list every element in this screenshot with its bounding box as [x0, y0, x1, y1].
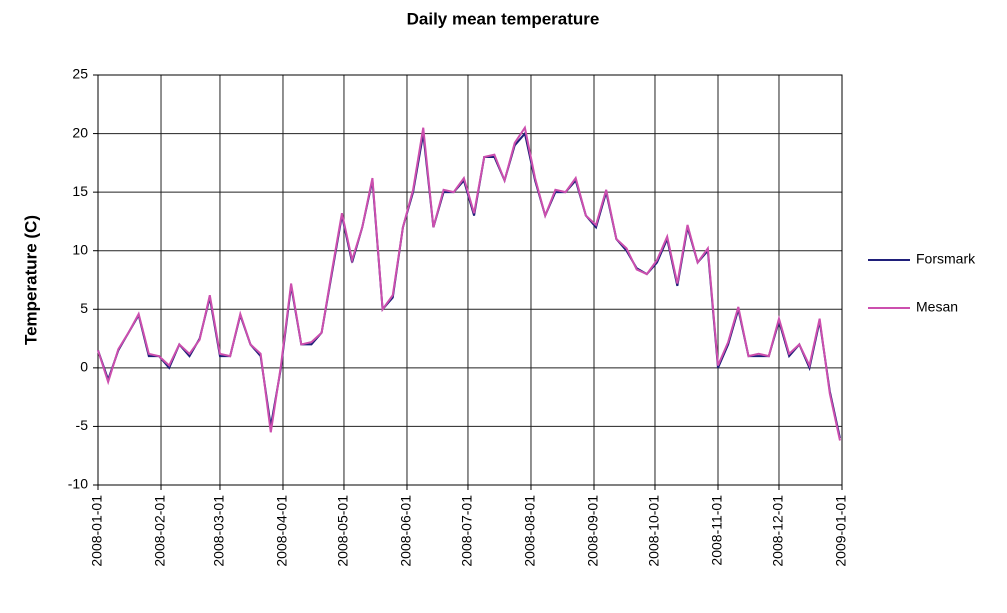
y-axis-label: Temperature (C)	[21, 215, 40, 345]
y-tick-label: 10	[72, 241, 88, 257]
x-tick-label: 2008-12-01	[770, 495, 786, 567]
legend-label: Forsmark	[916, 251, 976, 267]
plot-frame	[97, 74, 843, 486]
x-tick-label: 2008-01-01	[89, 495, 105, 567]
x-tick-label: 2008-11-01	[709, 495, 725, 566]
y-tick-label: 25	[72, 66, 88, 82]
x-tick-label: 2008-10-01	[646, 495, 662, 567]
series-line	[97, 131, 841, 439]
y-tick-label: 0	[80, 359, 88, 375]
y-tick-label: -5	[76, 417, 89, 433]
x-tick-label: 2008-04-01	[274, 495, 290, 567]
y-tick-label: 20	[72, 124, 88, 140]
y-tick-label: 5	[80, 300, 88, 316]
chart-title: Daily mean temperature	[407, 9, 600, 28]
x-tick-label: 2008-08-01	[522, 495, 538, 567]
x-tick-label: 2008-05-01	[335, 495, 351, 567]
x-tick-label: 2008-06-01	[398, 495, 414, 567]
series-line	[97, 125, 841, 441]
y-tick-label: 15	[72, 183, 88, 199]
x-tick-label: 2009-01-01	[833, 495, 849, 567]
x-tick-label: 2008-02-01	[152, 495, 168, 567]
x-tick-label: 2008-03-01	[211, 495, 227, 567]
y-tick-label: -10	[68, 476, 88, 492]
legend-label: Mesan	[916, 299, 958, 315]
x-tick-label: 2008-09-01	[585, 495, 601, 567]
x-tick-label: 2008-07-01	[459, 495, 475, 567]
